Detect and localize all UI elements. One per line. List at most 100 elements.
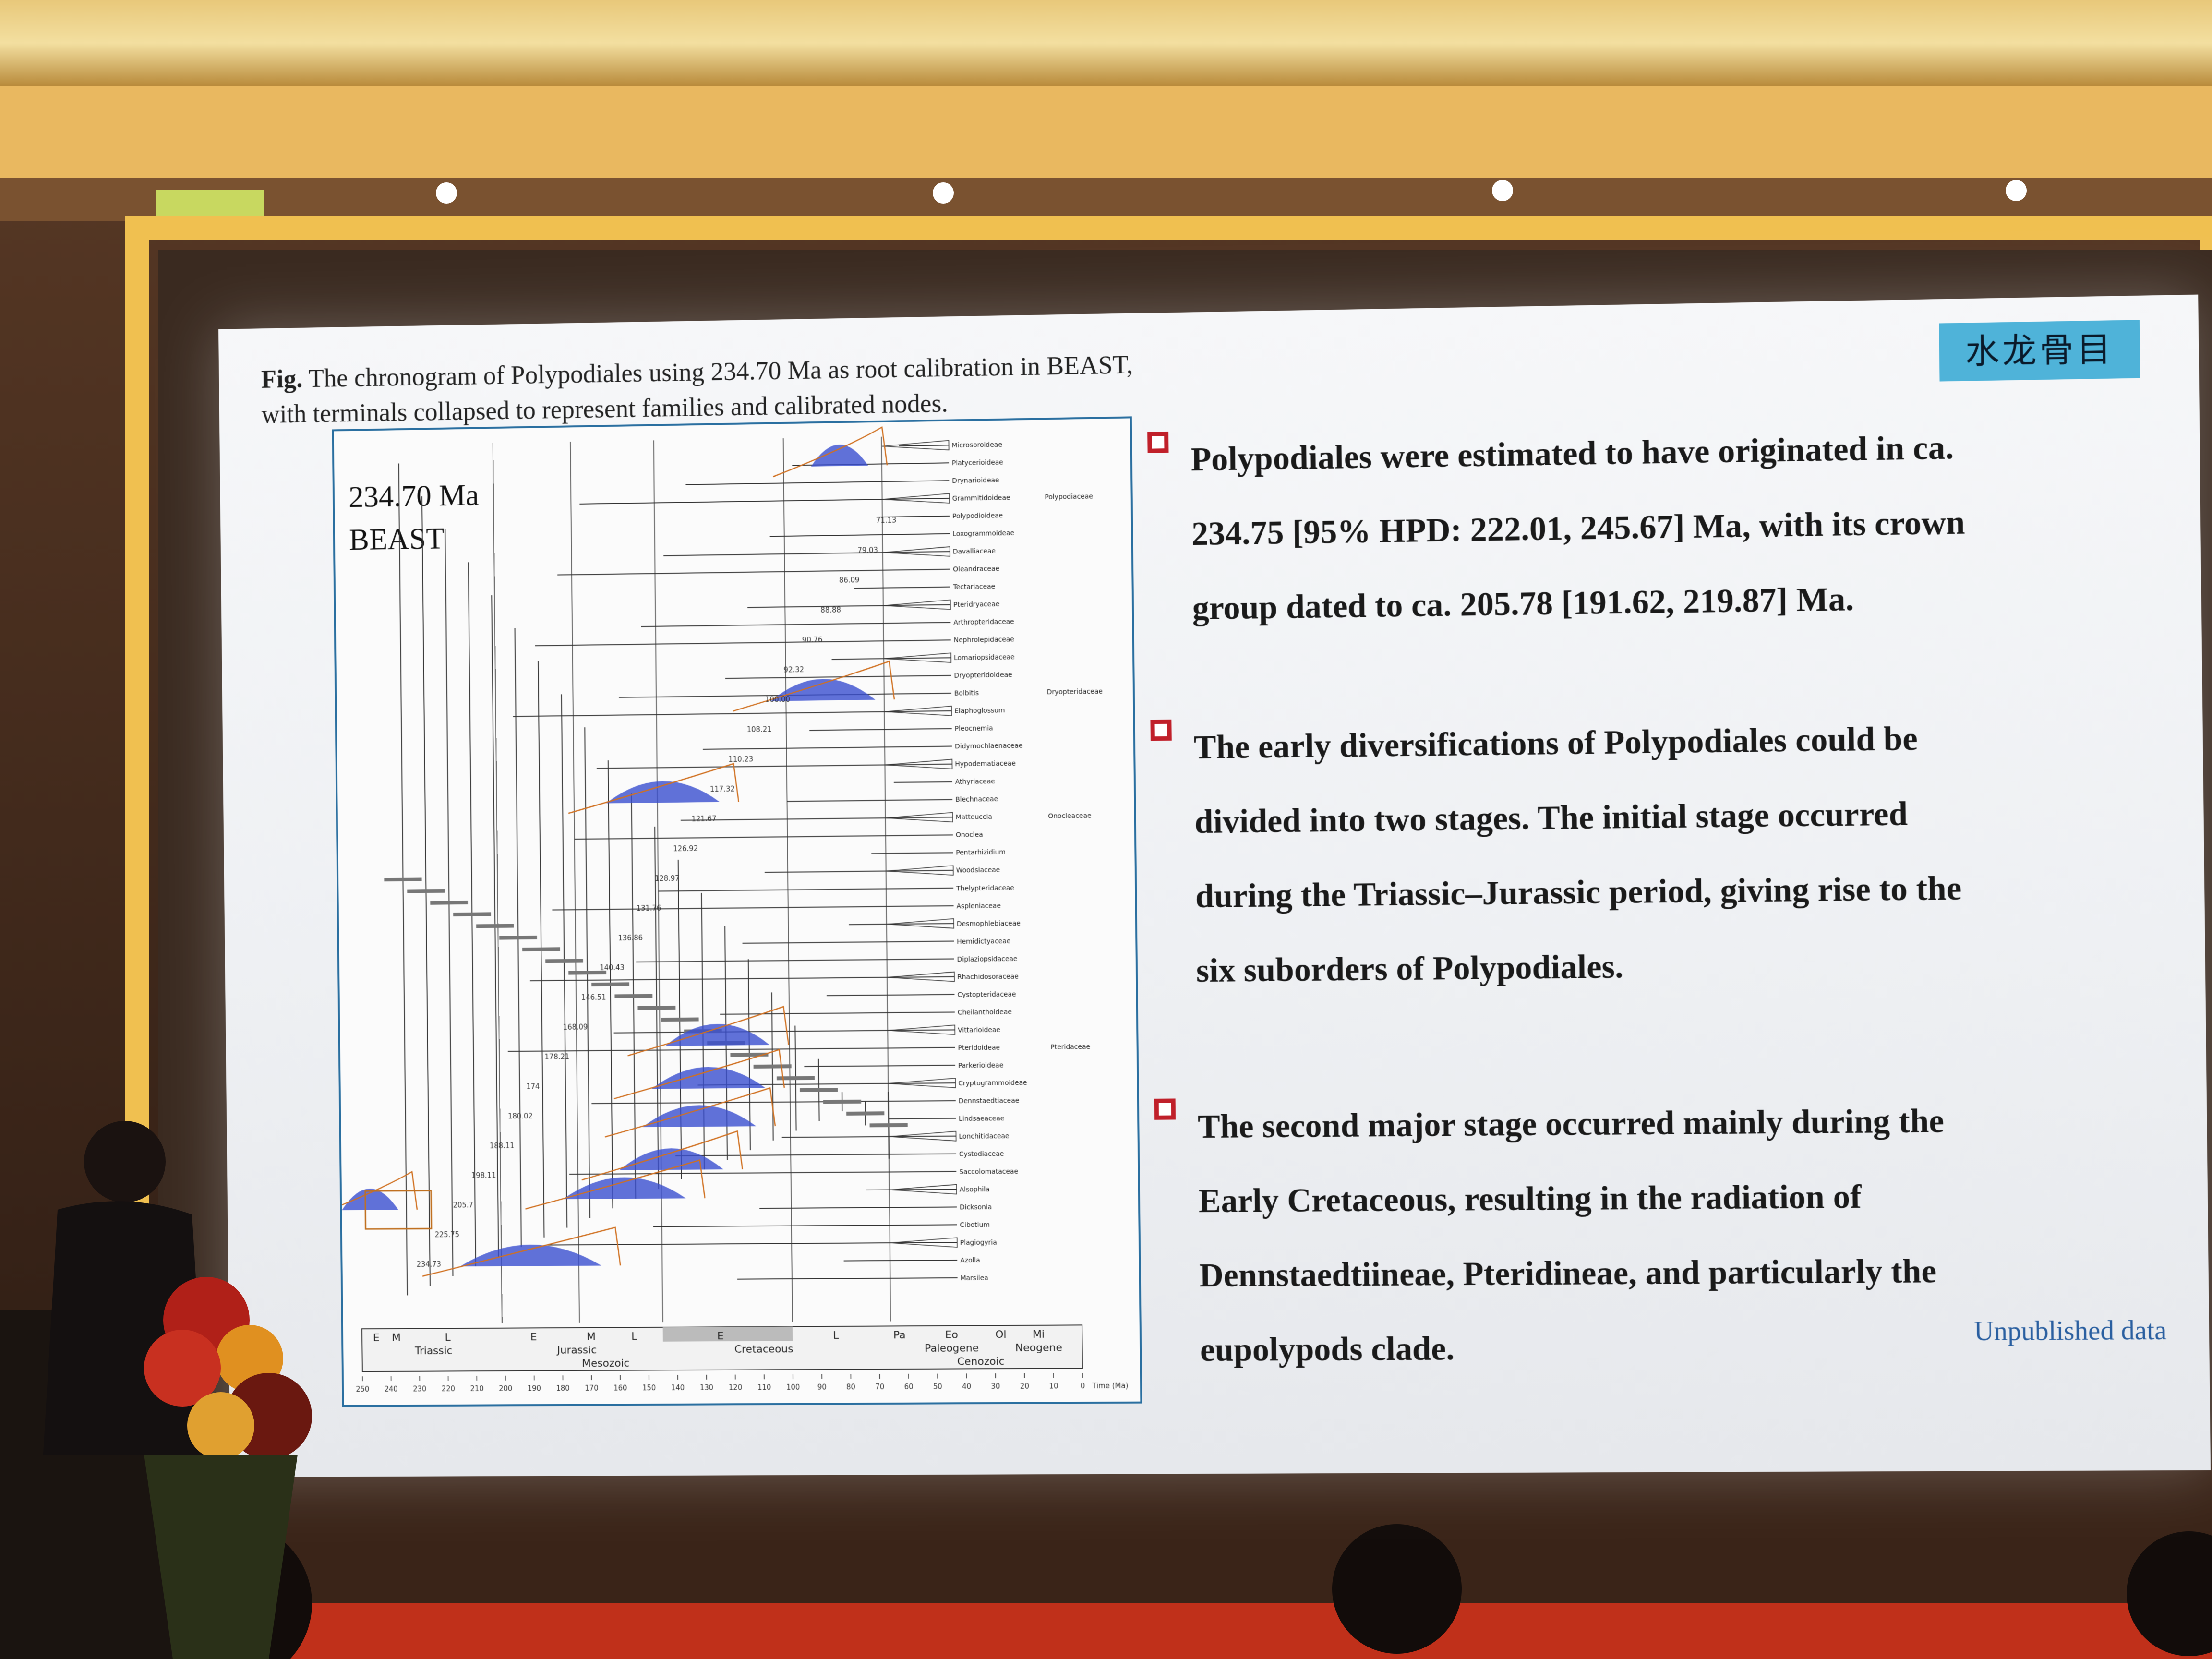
- taxon-label: Pteridoideae: [958, 1044, 1000, 1052]
- taxon-label: Onoclea: [956, 831, 983, 840]
- time-tick-label: 230: [413, 1384, 426, 1393]
- node-age-label: 146.51: [581, 993, 606, 1002]
- period-boundary-line: [783, 438, 793, 1322]
- terminal-branch: [575, 835, 953, 839]
- terminal-branch: [899, 445, 949, 446]
- taxon-label: Elaphoglossum: [954, 707, 1005, 715]
- terminal-branch: [827, 994, 955, 995]
- node-age-label: 174: [526, 1082, 540, 1091]
- terminal-branch: [641, 622, 951, 626]
- root-age-label: 234.70 Ma: [349, 478, 479, 514]
- time-tick-label: 190: [528, 1384, 541, 1393]
- hpd-bar: [430, 902, 468, 903]
- node-age-label: 128.97: [655, 874, 680, 883]
- node-age-label: 140.43: [600, 963, 625, 972]
- taxon-label: Cibotium: [960, 1221, 990, 1229]
- taxon-label: Dicksonia: [960, 1203, 992, 1212]
- terminal-branch: [535, 640, 951, 646]
- node-age-label: 110.23: [728, 755, 753, 764]
- time-tick-label: 200: [499, 1384, 512, 1393]
- taxon-label: Saccolomataceae: [959, 1168, 1018, 1176]
- geologic-timescale: E M LTriassicE M LJurassicE LCretaceousPa Eo Ol…: [355, 1325, 1128, 1394]
- period-label: M: [392, 1332, 401, 1344]
- taxon-label: Loxogrammoideae: [952, 529, 1014, 538]
- terminal-branch: [747, 605, 950, 608]
- terminal-branch: [653, 1225, 957, 1226]
- time-tick-label: 140: [671, 1383, 685, 1392]
- bullet-line: six suborders of Polypodiales.: [1196, 924, 2171, 1008]
- period-label: E: [373, 1332, 380, 1344]
- node-age-label: 90.76: [802, 636, 823, 645]
- taxon-label: Cheilanthoideae: [958, 1008, 1012, 1016]
- taxon-label: Lonchitidaceae: [959, 1132, 1009, 1141]
- taxon-label: Cystodiaceae: [959, 1150, 1004, 1158]
- terminal-branch: [547, 1242, 957, 1245]
- taxon-label: Bolbitis: [954, 689, 979, 697]
- time-tick-label: 240: [385, 1385, 398, 1394]
- taxon-label: Plagiogyria: [960, 1239, 997, 1247]
- period-label: Ol: [995, 1329, 1007, 1341]
- period-boundary-line: [881, 437, 890, 1322]
- red-square-bullet-icon: [1147, 432, 1168, 453]
- node-age-label: 188.11: [490, 1142, 515, 1150]
- time-tick-label: 180: [556, 1384, 570, 1393]
- terminal-branch: [854, 587, 950, 589]
- taxon-label: Polypodioideae: [952, 512, 1003, 520]
- node-age-label: 121.67: [692, 815, 717, 824]
- ceiling-light: [436, 182, 457, 204]
- period-label: Mi: [1033, 1329, 1045, 1341]
- terminal-branch: [552, 906, 953, 910]
- bullet-line: 234.75 [95% HPD: 222.01, 245.67] Ma, wit…: [1191, 482, 2166, 571]
- bullet-line: Dennstaedtiineae, Pteridineae, and parti…: [1199, 1232, 2175, 1313]
- terminal-branch: [844, 1260, 957, 1261]
- red-square-bullet-icon: [1150, 720, 1171, 741]
- bullet-line: Polypodiales were estimated to have orig…: [1190, 407, 2166, 497]
- caption-line-1: The chronogram of Polypodiales using 234…: [308, 350, 1133, 393]
- terminal-branch: [675, 1154, 956, 1156]
- taxon-label: Alsophila: [960, 1186, 990, 1193]
- red-square-bullet-icon: [1154, 1098, 1176, 1119]
- order-badge: 水龙骨目: [1939, 320, 2140, 381]
- posterior-density-curve: [606, 781, 720, 803]
- terminal-branch: [759, 1207, 957, 1208]
- period-label: Cretaceous: [734, 1343, 793, 1356]
- ceiling-light: [933, 182, 954, 204]
- figure-caption: Fig. The chronogram of Polypodiales usin…: [261, 343, 1354, 432]
- time-tick-label: 50: [933, 1382, 942, 1391]
- taxon-label: Grammitidoideae: [952, 494, 1010, 503]
- time-tick-label: 110: [757, 1383, 771, 1392]
- bullet-origin: Polypodiales were estimated to have orig…: [1147, 407, 2167, 646]
- period-label: E: [530, 1331, 537, 1343]
- taxon-label: Vittarioideae: [958, 1026, 1000, 1034]
- terminal-branch: [686, 481, 950, 485]
- hpd-bar: [614, 996, 652, 997]
- hpd-bar: [661, 1019, 699, 1020]
- taxon-label: Drynarioideae: [952, 477, 999, 485]
- unpublished-data-note: Unpublished data: [1974, 1315, 2167, 1347]
- period-label: Paleogene: [925, 1342, 979, 1355]
- bullet-line: divided into two stages. The initial sta…: [1194, 773, 2170, 859]
- taxon-label: Hypodematiaceae: [955, 760, 1016, 769]
- method-label: BEAST: [349, 521, 445, 556]
- time-tick-label: 0: [1081, 1382, 1085, 1390]
- time-tick-label: 160: [613, 1383, 627, 1392]
- taxon-label: Pleocnemia: [955, 725, 993, 733]
- taxon-label: Marsilea: [961, 1274, 988, 1282]
- time-tick-label: 60: [904, 1382, 913, 1391]
- period-label: Neogene: [1015, 1342, 1062, 1354]
- period-label: L: [631, 1331, 637, 1343]
- time-tick-label: 100: [786, 1383, 800, 1392]
- hpd-bar: [777, 1078, 815, 1079]
- early-cretaceous-shade: [663, 1327, 793, 1342]
- era-label: Cenozoic: [957, 1356, 1005, 1368]
- hpd-bar: [591, 984, 629, 985]
- taxon-label: Arthropteridaceae: [953, 618, 1014, 627]
- node-age-label: 205.7: [453, 1201, 473, 1209]
- bullet-early-diversification: The early diversifications of Polypodial…: [1150, 698, 2171, 1009]
- terminal-branch: [579, 498, 949, 504]
- chronogram-tree: 234.70 Ma BEAST Microsoroideae Platycerio…: [334, 418, 1141, 1405]
- hpd-bar: [846, 1113, 884, 1114]
- hpd-bar: [522, 949, 560, 950]
- taxon-label: Dryopteridoideae: [954, 671, 1012, 680]
- period-label: Triassic: [414, 1345, 453, 1357]
